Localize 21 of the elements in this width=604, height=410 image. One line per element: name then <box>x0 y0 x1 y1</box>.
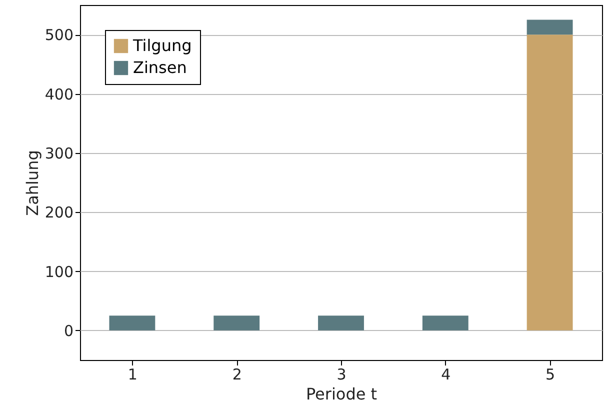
legend-label: Zinsen <box>133 58 187 77</box>
x-axis-title: Periode t <box>306 384 378 404</box>
bar <box>422 316 468 330</box>
y-tick-label: 400 <box>44 85 74 104</box>
y-tick-label: 200 <box>44 204 74 222</box>
bar <box>526 20 573 35</box>
bar <box>318 316 364 330</box>
bar <box>214 316 260 330</box>
x-tick-label: 2 <box>232 366 242 384</box>
y-tick-label: 500 <box>44 26 74 44</box>
y-tick-label: 300 <box>44 144 74 162</box>
y-tick-label: 0 <box>64 322 74 340</box>
y-tick-label: 100 <box>44 262 74 281</box>
bar <box>109 316 156 330</box>
x-tick-label: 1 <box>128 366 138 384</box>
x-tick-label: 4 <box>441 366 451 384</box>
y-axis-title: Zahlung <box>22 150 42 216</box>
legend-label: Tilgung <box>132 36 192 55</box>
x-tick-label: 5 <box>546 366 556 384</box>
x-tick-label: 3 <box>336 366 346 384</box>
bar <box>526 34 573 330</box>
